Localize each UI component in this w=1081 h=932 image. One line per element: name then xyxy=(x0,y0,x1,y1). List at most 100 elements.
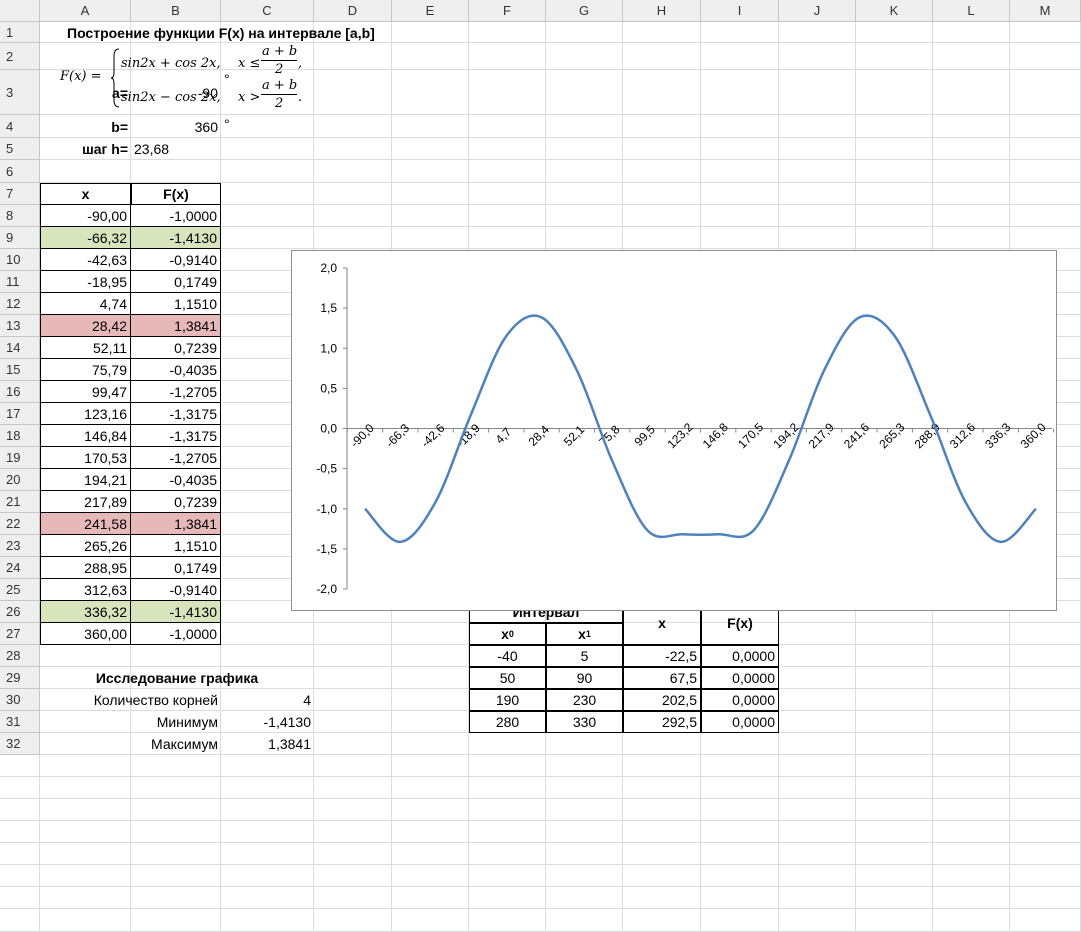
column-header-C[interactable]: C xyxy=(221,0,314,22)
table-cell-fx[interactable]: 1,1510 xyxy=(131,293,221,315)
row-header-14[interactable]: 14 xyxy=(0,337,40,359)
table-cell-fx[interactable]: -0,4035 xyxy=(131,469,221,491)
table-cell-fx[interactable]: 0,1749 xyxy=(131,557,221,579)
table-cell-fx[interactable]: -0,4035 xyxy=(131,359,221,381)
column-header-A[interactable]: A xyxy=(40,0,131,22)
row-header-18[interactable]: 18 xyxy=(0,425,40,447)
table-cell-fx[interactable]: -1,2705 xyxy=(131,447,221,469)
table-cell-x[interactable]: 123,16 xyxy=(40,403,131,425)
column-header-G[interactable]: G xyxy=(546,0,623,22)
row-header-26[interactable]: 26 xyxy=(0,601,40,623)
table-cell-fx[interactable]: 1,3841 xyxy=(131,513,221,535)
row-header-25[interactable]: 25 xyxy=(0,579,40,601)
table-cell-x[interactable]: 99,47 xyxy=(40,381,131,403)
table-cell-x[interactable]: 360,00 xyxy=(40,623,131,645)
row-header-22[interactable]: 22 xyxy=(0,513,40,535)
roots-cell-x[interactable]: 202,5 xyxy=(623,689,701,711)
row-header-9[interactable]: 9 xyxy=(0,227,40,249)
row-header-24[interactable]: 24 xyxy=(0,557,40,579)
row-header-10[interactable]: 10 xyxy=(0,249,40,271)
roots-cell-x[interactable]: 67,5 xyxy=(623,667,701,689)
row-header-21[interactable]: 21 xyxy=(0,491,40,513)
row-header-1[interactable]: 1 xyxy=(0,22,40,43)
row-header-13[interactable]: 13 xyxy=(0,315,40,337)
table-cell-x[interactable]: -66,32 xyxy=(40,227,131,249)
table-cell-x[interactable]: 146,84 xyxy=(40,425,131,447)
roots-cell-x0[interactable]: 190 xyxy=(469,689,546,711)
row-header-17[interactable]: 17 xyxy=(0,403,40,425)
step-value[interactable]: 23,68 xyxy=(134,141,170,157)
roots-cell-x1[interactable]: 230 xyxy=(546,689,623,711)
table-cell-fx[interactable]: 1,3841 xyxy=(131,315,221,337)
table-cell-x[interactable]: 241,58 xyxy=(40,513,131,535)
b-value[interactable]: 360 xyxy=(194,118,218,135)
roots-cell-fx[interactable]: 0,0000 xyxy=(701,667,779,689)
table-cell-fx[interactable]: -1,4130 xyxy=(131,227,221,249)
column-header-H[interactable]: H xyxy=(623,0,701,22)
column-header-M[interactable]: M xyxy=(1010,0,1081,22)
table-cell-fx[interactable]: -0,9140 xyxy=(131,579,221,601)
table-cell-x[interactable]: -42,63 xyxy=(40,249,131,271)
table-cell-x[interactable]: 288,95 xyxy=(40,557,131,579)
row-header-31[interactable]: 31 xyxy=(0,711,40,733)
column-header-E[interactable]: E xyxy=(392,0,469,22)
table-cell-fx[interactable]: -1,3175 xyxy=(131,425,221,447)
table-cell-fx[interactable]: -0,9140 xyxy=(131,249,221,271)
table-cell-fx[interactable]: -1,0000 xyxy=(131,205,221,227)
row-header-4[interactable]: 4 xyxy=(0,115,40,138)
table-cell-fx[interactable]: -1,4130 xyxy=(131,601,221,623)
row-header-15[interactable]: 15 xyxy=(0,359,40,381)
table-cell-x[interactable]: 52,11 xyxy=(40,337,131,359)
row-header-32[interactable]: 32 xyxy=(0,733,40,755)
row-header-19[interactable]: 19 xyxy=(0,447,40,469)
row-header-6[interactable]: 6 xyxy=(0,160,40,183)
row-header-28[interactable]: 28 xyxy=(0,645,40,667)
row-header-2[interactable]: 2 xyxy=(0,43,40,70)
column-header-J[interactable]: J xyxy=(779,0,856,22)
roots-cell-x0[interactable]: 280 xyxy=(469,711,546,733)
row-header-12[interactable]: 12 xyxy=(0,293,40,315)
table-cell-x[interactable]: 217,89 xyxy=(40,491,131,513)
table-cell-x[interactable]: 194,21 xyxy=(40,469,131,491)
row-header-8[interactable]: 8 xyxy=(0,205,40,227)
table-cell-fx[interactable]: -1,0000 xyxy=(131,623,221,645)
roots-cell-x0[interactable]: -40 xyxy=(469,645,546,667)
row-header-7[interactable]: 7 xyxy=(0,183,40,205)
column-header-L[interactable]: L xyxy=(933,0,1010,22)
roots-cell-x1[interactable]: 5 xyxy=(546,645,623,667)
row-header-3[interactable]: 3 xyxy=(0,70,40,115)
table-cell-fx[interactable]: 1,1510 xyxy=(131,535,221,557)
column-header-K[interactable]: K xyxy=(856,0,933,22)
select-all-corner[interactable] xyxy=(0,0,40,22)
column-header-B[interactable]: B xyxy=(131,0,221,22)
table-cell-x[interactable]: 336,32 xyxy=(40,601,131,623)
roots-count-value[interactable]: 4 xyxy=(303,692,311,708)
table-cell-fx[interactable]: -1,3175 xyxy=(131,403,221,425)
column-header-D[interactable]: D xyxy=(314,0,392,22)
row-header-30[interactable]: 30 xyxy=(0,689,40,711)
roots-cell-x[interactable]: 292,5 xyxy=(623,711,701,733)
row-header-5[interactable]: 5 xyxy=(0,138,40,160)
table-cell-x[interactable]: -18,95 xyxy=(40,271,131,293)
roots-cell-fx[interactable]: 0,0000 xyxy=(701,689,779,711)
table-cell-x[interactable]: -90,00 xyxy=(40,205,131,227)
table-cell-x[interactable]: 4,74 xyxy=(40,293,131,315)
row-header-20[interactable]: 20 xyxy=(0,469,40,491)
table-cell-fx[interactable]: 0,7239 xyxy=(131,337,221,359)
roots-cell-x1[interactable]: 90 xyxy=(546,667,623,689)
row-header-27[interactable]: 27 xyxy=(0,623,40,645)
roots-cell-fx[interactable]: 0,0000 xyxy=(701,645,779,667)
roots-cell-fx[interactable]: 0,0000 xyxy=(701,711,779,733)
row-header-29[interactable]: 29 xyxy=(0,667,40,689)
table-cell-fx[interactable]: 0,1749 xyxy=(131,271,221,293)
row-header-23[interactable]: 23 xyxy=(0,535,40,557)
row-header-16[interactable]: 16 xyxy=(0,381,40,403)
table-cell-x[interactable]: 265,26 xyxy=(40,535,131,557)
function-chart[interactable]: 2,0 1,5 1,0 0,5 0,0 -0,5 -1,0 -1,5 -2,0 -90,0 -66,… xyxy=(291,250,1057,611)
column-header-I[interactable]: I xyxy=(701,0,779,22)
table-cell-fx[interactable]: 0,7239 xyxy=(131,491,221,513)
a-value[interactable]: -90 xyxy=(197,84,218,101)
roots-cell-x0[interactable]: 50 xyxy=(469,667,546,689)
column-header-F[interactable]: F xyxy=(469,0,546,22)
table-cell-x[interactable]: 312,63 xyxy=(40,579,131,601)
